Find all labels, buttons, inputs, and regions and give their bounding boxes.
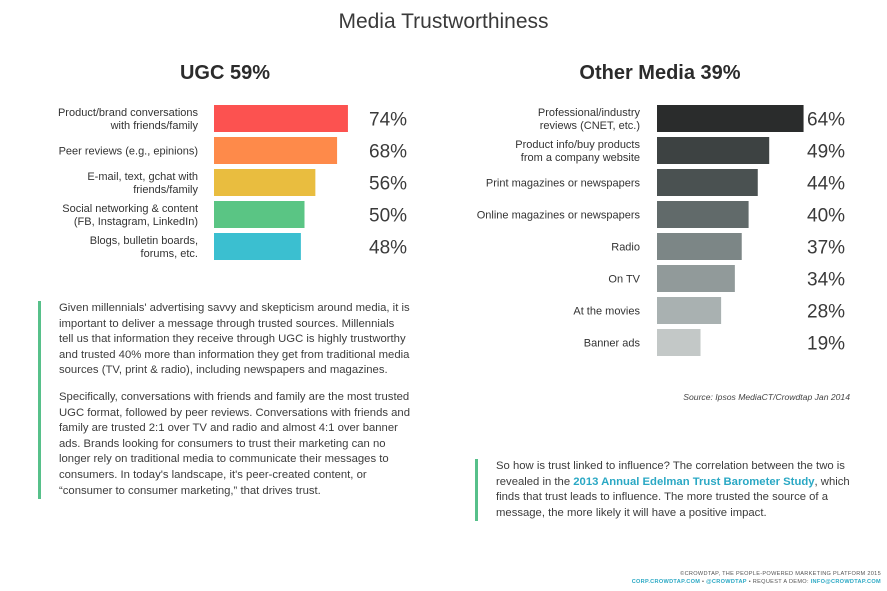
left-text-block: Given millennials' advertising savvy and…	[38, 301, 411, 500]
bar	[214, 105, 348, 132]
right-paragraph-intro: So how is trust linked to influence? The…	[496, 460, 845, 488]
right-text-block: So how is trust linked to influence? The…	[475, 459, 856, 522]
bar	[657, 201, 749, 228]
footer-email-link[interactable]: INFO@CROWDTAP.COM	[810, 579, 881, 585]
bar	[657, 265, 735, 292]
value-label: 49%	[807, 142, 845, 163]
footer-handle-link[interactable]: @CROWDTAP	[706, 579, 747, 585]
ugc-chart-title: UGC 59%	[179, 62, 271, 84]
category-label: Social networking & content (FB, Instagra…	[62, 203, 198, 228]
bar	[657, 137, 770, 164]
category-label: At the movies	[573, 306, 640, 318]
value-label: 28%	[807, 302, 845, 323]
bar	[657, 329, 701, 356]
value-label: 68%	[369, 142, 407, 163]
value-label: 74%	[369, 110, 407, 131]
category-label: E-mail, text, gchat with friends/family	[87, 171, 198, 196]
footer-copyright: ©CROWDTAP, THE PEOPLE-POWERED MARKETING …	[680, 571, 881, 577]
category-label: Banner ads	[584, 338, 641, 350]
value-label: 40%	[807, 206, 845, 227]
value-label: 64%	[807, 110, 845, 131]
bar	[214, 233, 301, 260]
ugc-bar-chart: Product/brand conversations with friends/…	[58, 105, 407, 260]
right-paragraph: So how is trust linked to influence? The…	[496, 459, 856, 521]
category-label: Blogs, bulletin boards, forums, etc.	[90, 235, 198, 260]
value-label: 50%	[369, 206, 407, 227]
chart-source: Source: Ipsos MediaCT/Crowdtap Jan 2014	[683, 392, 850, 402]
value-label: 48%	[369, 238, 407, 259]
footer-site-link[interactable]: CORP.CROWDTAP.COM	[631, 579, 701, 585]
value-label: 37%	[807, 238, 845, 259]
category-label: Peer reviews (e.g., epinions)	[59, 146, 198, 158]
bar	[214, 137, 338, 164]
category-label: Professional/industry reviews (CNET, etc.…	[538, 107, 641, 132]
page-title: Media Trustworthiness	[338, 10, 549, 33]
category-label: On TV	[608, 274, 640, 286]
category-label: Print magazines or newspapers	[486, 178, 641, 190]
category-label: Product info/buy products from a company …	[515, 139, 640, 164]
footer-links: CORP.CROWDTAP.COM • @CROWDTAP • REQUEST …	[632, 579, 881, 585]
category-label: Online magazines or newspapers	[477, 210, 641, 222]
bar	[657, 233, 742, 260]
bar	[214, 169, 316, 196]
value-label: 19%	[807, 334, 845, 355]
bar	[214, 201, 305, 228]
other-media-bar-chart: Professional/industry reviews (CNET, etc.…	[477, 105, 845, 356]
left-paragraph-2: Specifically, conversations with friends…	[59, 390, 410, 497]
value-label: 56%	[369, 174, 407, 195]
value-label: 34%	[807, 270, 845, 291]
category-label: Product/brand conversations with friends/…	[58, 107, 199, 132]
footer-separator-1: •	[700, 579, 707, 585]
category-label: Radio	[611, 242, 640, 254]
bar	[657, 105, 804, 132]
other-media-chart-title: Other Media 39%	[579, 62, 741, 84]
left-paragraph-1: Given millennials' advertising savvy and…	[59, 302, 410, 377]
value-label: 44%	[807, 174, 845, 195]
bar	[657, 169, 758, 196]
bar	[657, 297, 722, 324]
footer-separator-2: • REQUEST A DEMO:	[746, 579, 811, 585]
right-paragraph-rest: , which finds that trust leads to influe…	[496, 475, 850, 519]
edelman-study-link[interactable]: 2013 Annual Edelman Trust Barometer Stud…	[573, 475, 815, 488]
